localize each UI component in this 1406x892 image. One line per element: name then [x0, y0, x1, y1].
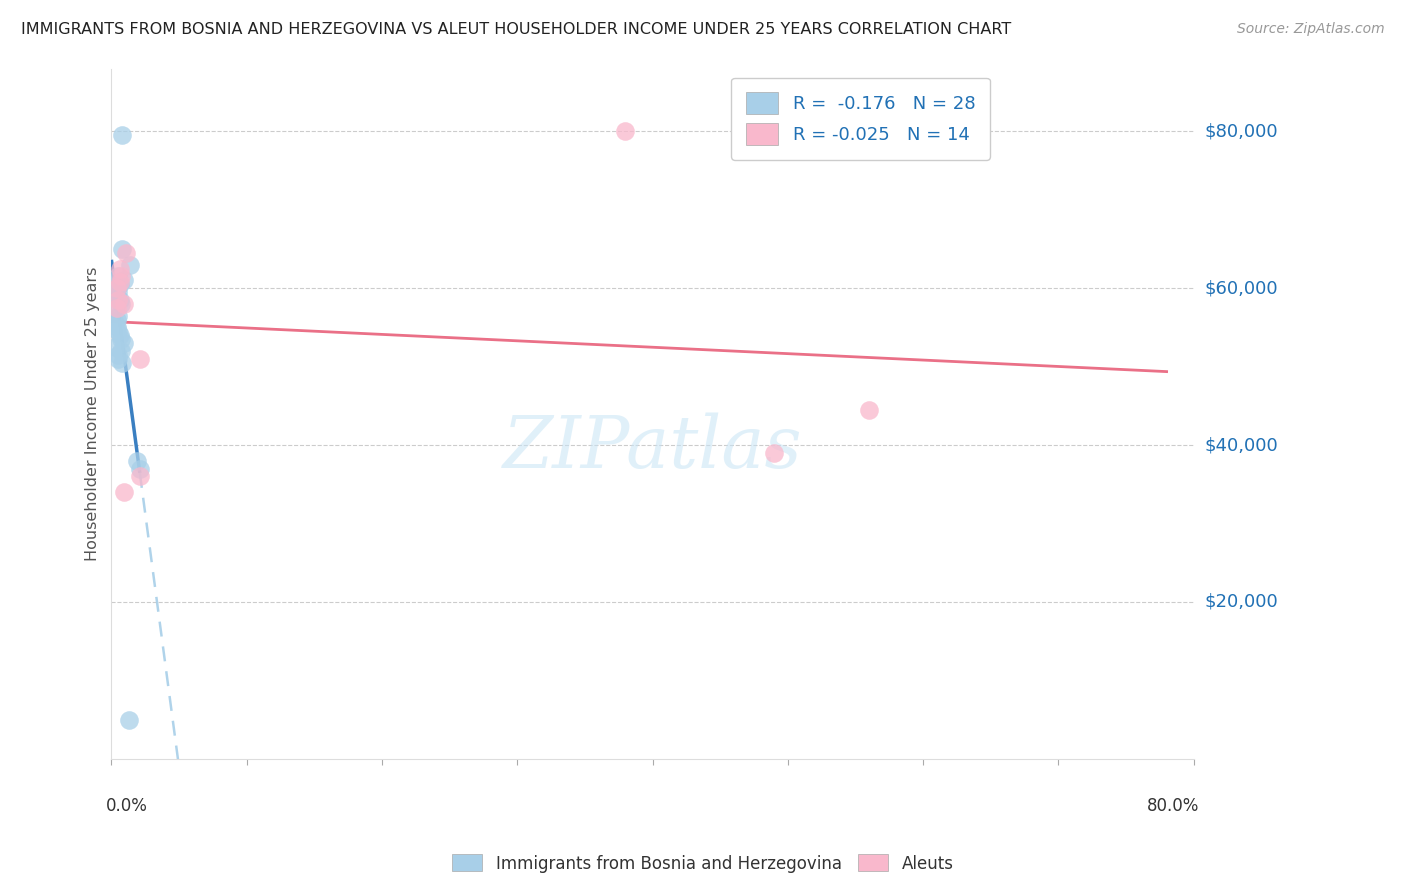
Point	[107, 348, 129, 362]
Point	[107, 309, 129, 323]
Point	[110, 297, 132, 311]
Point	[107, 285, 129, 299]
Point	[111, 128, 134, 143]
Point	[110, 269, 132, 284]
Legend: Immigrants from Bosnia and Herzegovina, Aleuts: Immigrants from Bosnia and Herzegovina, …	[446, 847, 960, 880]
Point	[107, 269, 129, 284]
Point	[115, 245, 138, 260]
Text: $80,000: $80,000	[1205, 122, 1278, 140]
Point	[112, 297, 135, 311]
Text: 80.0%: 80.0%	[1147, 797, 1199, 814]
Point	[110, 343, 132, 358]
Point	[105, 320, 128, 334]
Point	[104, 301, 127, 315]
Point	[111, 356, 134, 370]
Point	[111, 242, 134, 256]
Point	[118, 713, 141, 727]
Point	[120, 258, 142, 272]
Point	[112, 485, 135, 500]
Point	[108, 277, 131, 292]
Point	[614, 124, 637, 138]
Point	[108, 328, 131, 343]
Point	[105, 289, 128, 303]
Text: ZIPatlas: ZIPatlas	[503, 413, 803, 483]
Point	[108, 261, 131, 276]
Text: IMMIGRANTS FROM BOSNIA AND HERZEGOVINA VS ALEUT HOUSEHOLDER INCOME UNDER 25 YEAR: IMMIGRANTS FROM BOSNIA AND HERZEGOVINA V…	[21, 22, 1011, 37]
Text: 0.0%: 0.0%	[105, 797, 148, 814]
Point	[127, 453, 149, 467]
Point	[112, 273, 135, 287]
Point	[128, 351, 150, 366]
Y-axis label: Householder Income Under 25 years: Householder Income Under 25 years	[86, 267, 100, 561]
Point	[107, 351, 129, 366]
Point	[104, 317, 127, 331]
Point	[108, 293, 131, 307]
Text: $40,000: $40,000	[1205, 436, 1278, 454]
Text: Source: ZipAtlas.com: Source: ZipAtlas.com	[1237, 22, 1385, 37]
Point	[112, 336, 135, 351]
Point	[110, 332, 132, 346]
Text: $60,000: $60,000	[1205, 279, 1278, 297]
Point	[105, 301, 128, 315]
Legend: R =  -0.176   N = 28, R = -0.025   N = 14: R = -0.176 N = 28, R = -0.025 N = 14	[731, 78, 990, 160]
Point	[108, 275, 131, 289]
Text: $20,000: $20,000	[1205, 593, 1278, 611]
Point	[858, 402, 880, 417]
Point	[104, 340, 127, 354]
Point	[128, 461, 150, 475]
Point	[105, 312, 128, 326]
Point	[128, 469, 150, 483]
Point	[763, 446, 786, 460]
Point	[105, 281, 128, 295]
Point	[107, 293, 129, 307]
Point	[105, 281, 128, 295]
Point	[107, 324, 129, 338]
